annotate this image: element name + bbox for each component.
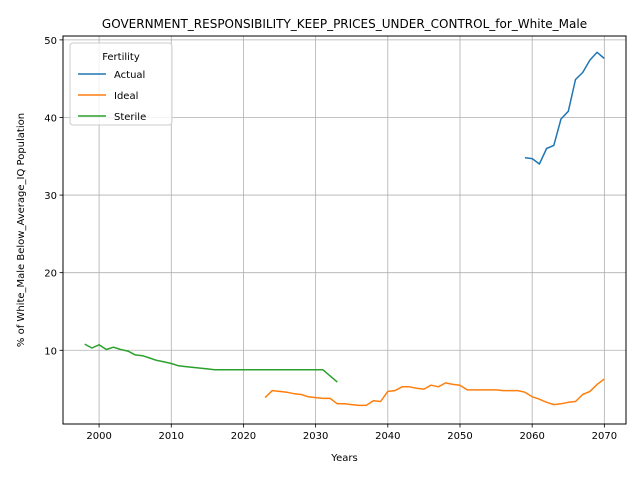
legend-label-ideal: Ideal [114, 91, 138, 102]
grid [63, 36, 626, 424]
x-tick-label: 2070 [592, 431, 617, 442]
legend: Fertility Actual Ideal Sterile [69, 42, 173, 126]
x-axis-label: Years [330, 453, 357, 464]
x-tick-label: 2010 [159, 431, 184, 442]
x-tick-label: 2060 [519, 431, 544, 442]
y-tick-label: 40 [44, 113, 57, 124]
y-axis-label: % of White_Male Below_Average_IQ Populat… [16, 113, 27, 347]
legend-entries: Actual Ideal Sterile [78, 70, 146, 123]
axis-ticks: 2000 2010 2020 2030 2040 2050 2060 207010203040… [44, 36, 617, 442]
axes-frame [62, 35, 627, 425]
y-tick-label: 30 [44, 191, 57, 202]
x-tick-label: 2020 [231, 431, 256, 442]
x-tick-label: 2050 [447, 431, 472, 442]
series-lines [84, 51, 605, 407]
y-tick-label: 20 [44, 269, 57, 280]
series-line-sterile [84, 343, 338, 383]
x-tick-label: 2000 [86, 431, 111, 442]
legend-title: Fertility [102, 52, 140, 63]
y-tick-label: 10 [44, 346, 57, 357]
x-tick-label: 2030 [303, 431, 328, 442]
legend-label-sterile: Sterile [114, 112, 146, 123]
y-tick-label: 50 [44, 36, 57, 47]
series-line-actual [524, 51, 605, 165]
chart-title: GOVERNMENT_RESPONSIBILITY_KEEP_PRICES_UN… [102, 17, 587, 31]
series-line-ideal [264, 378, 605, 407]
x-tick-label: 2040 [375, 431, 400, 442]
legend-label-actual: Actual [114, 70, 145, 81]
legend-box [69, 42, 173, 126]
